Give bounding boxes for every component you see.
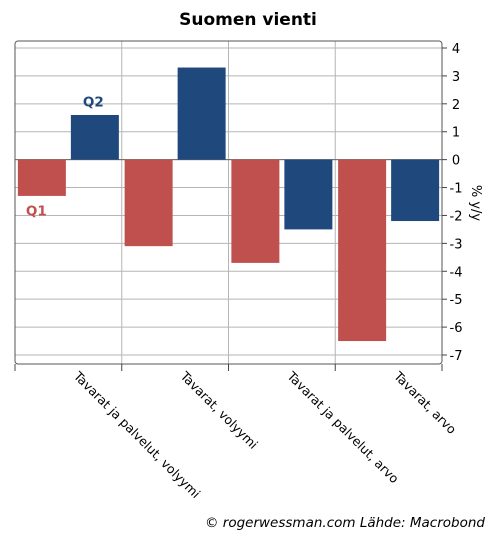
y-axis-label: % y/y: [468, 185, 483, 222]
y-tick-label: 2: [452, 98, 460, 113]
y-tick-label: -2: [450, 209, 463, 224]
bars: [17, 67, 440, 342]
grid-lines: [15, 41, 442, 364]
bar-q1-1: [124, 159, 173, 247]
series-label-q1: Q1: [26, 203, 47, 219]
y-tick-label: -4: [450, 265, 463, 280]
y-axis: 4 3 2 1 0 -1 -2 -3 -4 -5 -6 -7: [442, 42, 462, 364]
bar-q2-0: [70, 114, 119, 160]
y-tick-label: -5: [450, 293, 463, 308]
bar-q1-2: [231, 159, 280, 263]
y-tick-label: -3: [450, 237, 463, 252]
bar-q2-2: [284, 159, 333, 230]
chart-title: Suomen vienti: [179, 10, 317, 30]
y-tick-label: -1: [450, 182, 463, 197]
bar-q2-1: [177, 67, 226, 160]
y-tick-label: 3: [452, 70, 460, 85]
x-tick-label: Tavarat ja palvelut, arvo: [284, 368, 402, 486]
y-tick-label: 1: [452, 126, 460, 141]
bar-q1-0: [17, 159, 66, 196]
x-tick-label: Tavarat, arvo: [390, 368, 459, 437]
y-tick-label: -6: [450, 321, 463, 336]
source-credit: © rogerwessman.com Lähde: Macrobond: [205, 515, 485, 531]
y-tick-label: 4: [452, 42, 460, 57]
bar-q1-3: [338, 159, 387, 342]
x-tick-label: Tavarat ja palvelut, volyymi: [70, 368, 203, 501]
series-labels: Q1 Q2: [26, 95, 104, 220]
bar-q2-3: [391, 159, 440, 222]
y-tick-label: 0: [452, 154, 460, 169]
y-tick-label: -7: [450, 349, 463, 364]
series-label-q2: Q2: [83, 95, 104, 111]
x-tick-label: Tavarat, volyymi: [177, 368, 261, 452]
